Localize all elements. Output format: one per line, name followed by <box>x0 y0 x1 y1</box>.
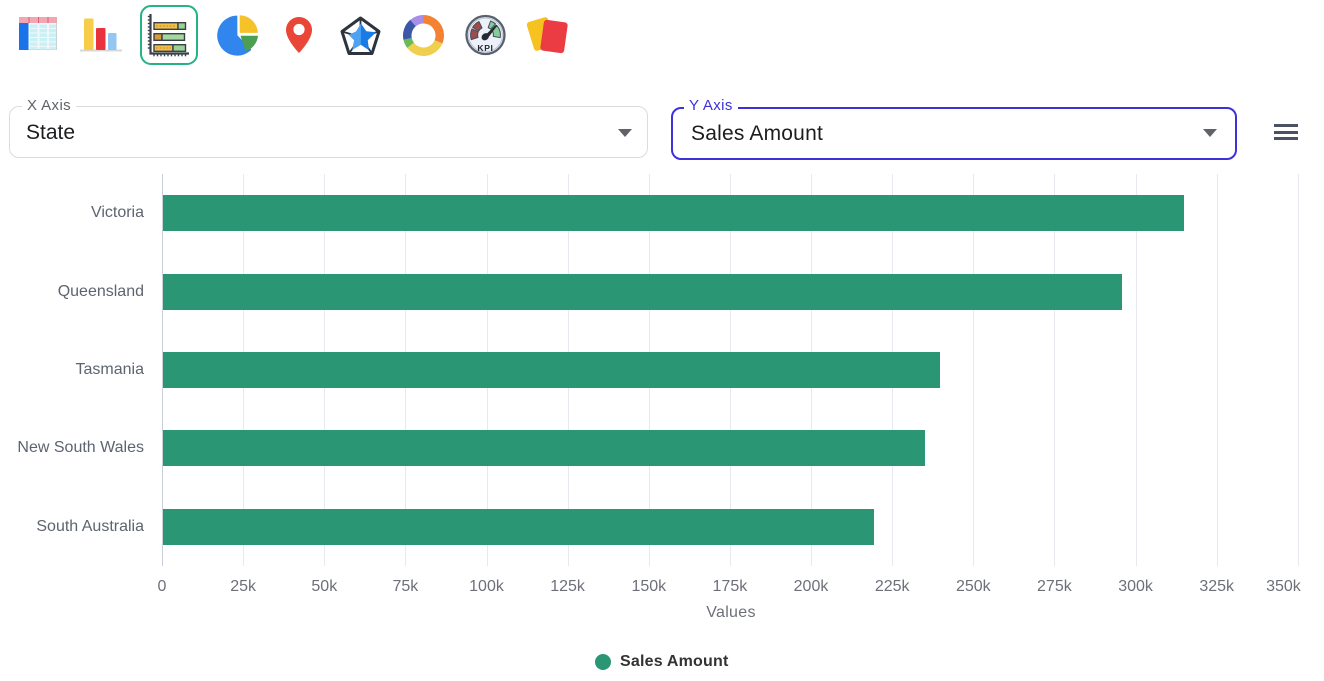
svg-text:KPI: KPI <box>477 43 493 53</box>
